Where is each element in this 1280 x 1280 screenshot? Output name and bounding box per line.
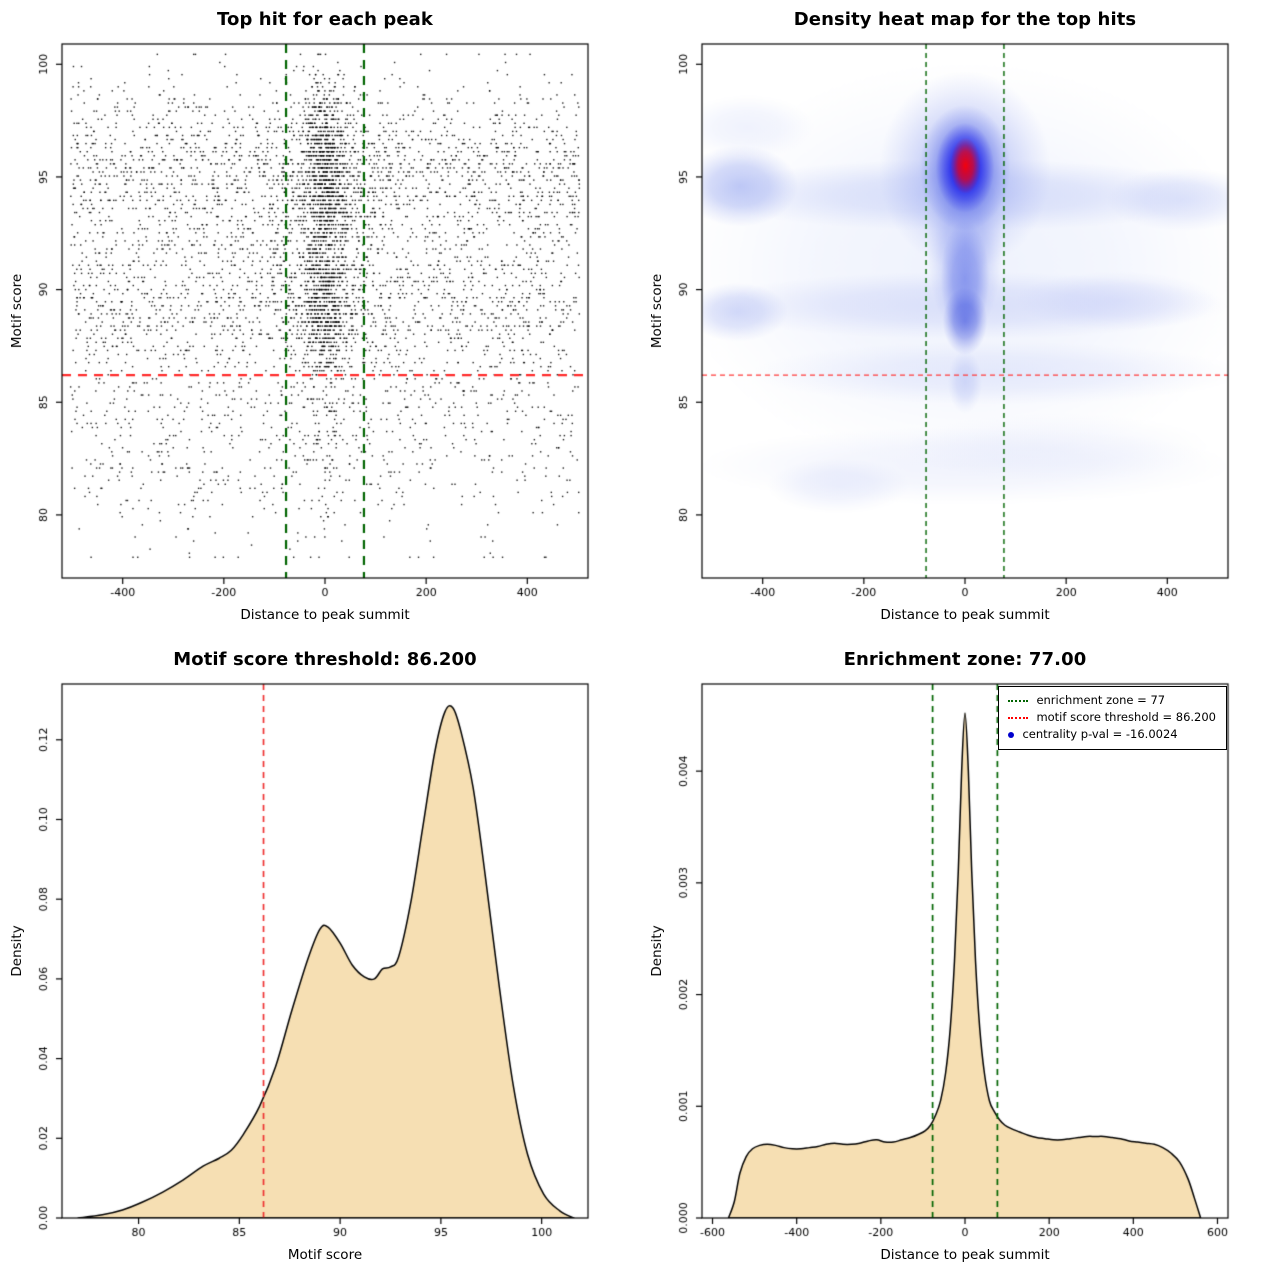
dotted-line-icon: [1008, 716, 1029, 719]
legend: enrichment zone = 77 motif score thresho…: [998, 686, 1227, 750]
heatmap-title: Density heat map for the top hits: [793, 9, 1137, 30]
heatmap-ylabel: Motif score: [649, 273, 665, 349]
enrichment-zone-title: Enrichment zone: 77.00: [843, 649, 1087, 670]
panel-motif-score-density: Motif score threshold: 86.200 Motif scor…: [0, 640, 640, 1280]
legend-label: centrality p-val = -16.0024: [1022, 727, 1178, 741]
enrichment-zone-ylabel: Density: [649, 925, 665, 977]
panel-top-hits-scatter: Top hit for each peak Distance to peak s…: [0, 0, 640, 640]
motif-score-density-xlabel: Motif score: [287, 1247, 363, 1263]
enrichment-zone-xlabel: Distance to peak summit: [880, 1247, 1050, 1263]
scatter-ylabel: Motif score: [9, 273, 25, 349]
dotted-line-icon: [1008, 699, 1029, 702]
motif-score-density-ylabel: Density: [9, 925, 25, 977]
panel-enrichment-zone-density: Enrichment zone: 77.00 Distance to peak …: [640, 640, 1280, 1280]
scatter-plot-canvas: [0, 0, 640, 640]
legend-label: motif score threshold = 86.200: [1036, 710, 1216, 724]
scatter-title: Top hit for each peak: [216, 9, 434, 30]
dot-icon: [1008, 731, 1015, 738]
heatmap-canvas: [640, 0, 1280, 640]
legend-item-enrichment-zone: enrichment zone = 77: [1008, 692, 1216, 709]
legend-label: enrichment zone = 77: [1036, 693, 1166, 707]
heatmap-xlabel: Distance to peak summit: [880, 607, 1050, 623]
motif-score-density-title: Motif score threshold: 86.200: [173, 649, 477, 670]
scatter-xlabel: Distance to peak summit: [240, 607, 410, 623]
legend-item-centrality-pval: centrality p-val = -16.0024: [1008, 726, 1216, 743]
motif-score-density-canvas: [0, 640, 640, 1280]
legend-item-motif-score-threshold: motif score threshold = 86.200: [1008, 709, 1216, 726]
panel-density-heatmap: Density heat map for the top hits Distan…: [640, 0, 1280, 640]
